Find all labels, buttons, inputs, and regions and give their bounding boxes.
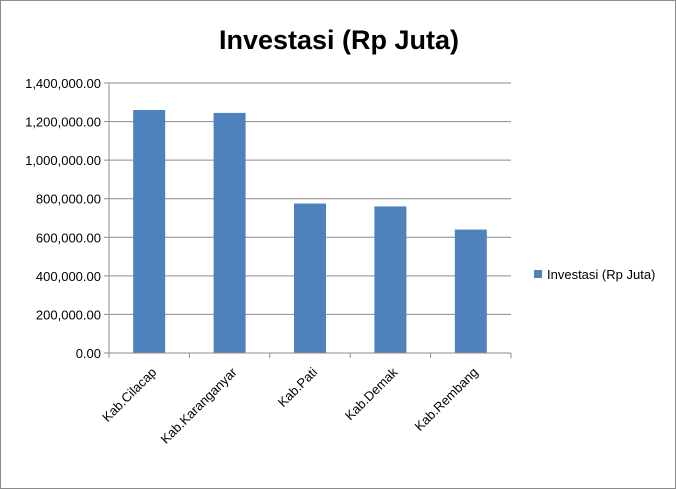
bars	[133, 110, 487, 354]
x-category-label: Kab.Rembang	[412, 365, 481, 434]
x-category-label: Kab.Karanganyar	[158, 364, 241, 447]
bar	[454, 229, 487, 353]
bar	[213, 112, 246, 354]
bar	[294, 203, 326, 353]
y-tick-label: 1,000,000.00	[25, 153, 101, 168]
x-category-label: Kab.Pati	[275, 364, 320, 409]
x-category-label: Kab.Demak	[342, 364, 401, 423]
y-tick-label: 0.00	[76, 346, 101, 361]
y-tick-label: 1,400,000.00	[25, 76, 101, 91]
chart-title: Investasi (Rp Juta)	[219, 25, 459, 55]
legend-label: Investasi (Rp Juta)	[547, 267, 655, 282]
y-axis-ticks: 0.00 200,000.00 400,000.00 600,000.00 800,00…	[25, 76, 109, 361]
y-tick-label: 600,000.00	[36, 230, 101, 245]
y-tick-label: 400,000.00	[36, 269, 101, 284]
y-tick-label: 200,000.00	[36, 307, 101, 322]
y-tick-label: 1,200,000.00	[25, 115, 101, 130]
legend: Investasi (Rp Juta)	[534, 267, 655, 282]
y-tick-label: 800,000.00	[36, 192, 101, 207]
x-category-label: Kab.Cilacap	[99, 365, 159, 425]
bar	[374, 206, 407, 353]
x-axis	[108, 83, 511, 354]
legend-swatch	[534, 270, 542, 278]
bar	[133, 110, 166, 353]
